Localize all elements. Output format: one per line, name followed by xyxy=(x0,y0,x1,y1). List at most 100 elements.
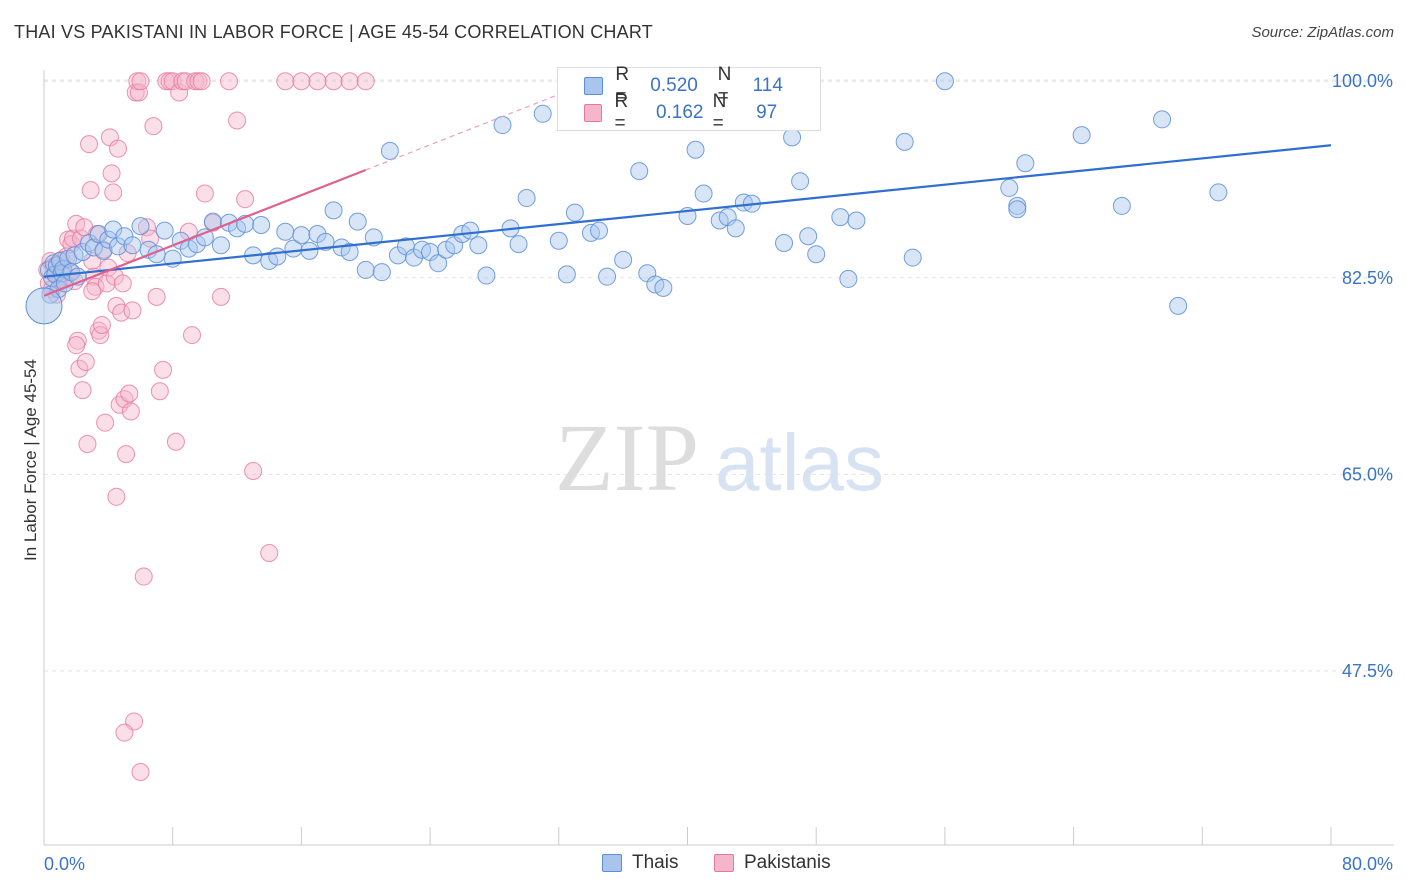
pakistani-point xyxy=(228,111,247,130)
thai-point xyxy=(831,208,850,227)
pakistani-point xyxy=(170,83,189,102)
pakistani-point xyxy=(70,359,89,378)
pakistani-point xyxy=(123,301,142,320)
pakistani-point xyxy=(76,353,95,372)
pakistani-point xyxy=(96,413,115,432)
bottom-legend-thai: Thais xyxy=(602,852,678,874)
pakistani-point xyxy=(83,251,102,270)
bottom-thai-swatch xyxy=(602,854,622,872)
correlation-legend: R = 0.520 N = 114 R = 0.162 N = 97 xyxy=(557,64,821,134)
thai-point xyxy=(469,236,488,255)
pakistani-point xyxy=(120,384,139,403)
thai-point xyxy=(284,239,303,258)
pakistani-swatch xyxy=(584,104,603,122)
thai-point xyxy=(1000,178,1019,197)
pakistani-point xyxy=(356,72,375,91)
watermark: ZIP atlas xyxy=(555,404,884,511)
thai-point xyxy=(461,221,480,240)
bottom-pakistani-label: Pakistanis xyxy=(744,852,831,873)
pakistani-point xyxy=(166,432,185,451)
thai-point xyxy=(493,116,512,135)
pakistani-point xyxy=(104,183,123,202)
pakistani-point xyxy=(324,72,343,91)
thai-point xyxy=(895,132,914,151)
thai-point xyxy=(783,128,802,147)
thai-points xyxy=(25,72,1228,325)
thai-point xyxy=(799,227,818,246)
pakistani-point xyxy=(129,83,148,102)
thai-point xyxy=(847,211,866,230)
thai-point xyxy=(131,217,150,236)
pakistani-point xyxy=(195,184,214,203)
thai-point xyxy=(509,235,528,254)
thai-r-label: R = xyxy=(615,64,630,107)
pakistani-point xyxy=(340,72,359,91)
pakistani-r-value: 0.162 xyxy=(655,102,704,123)
thai-point xyxy=(903,248,922,267)
thai-point xyxy=(598,267,617,286)
pakistani-point xyxy=(134,567,153,586)
thai-point xyxy=(1112,196,1131,215)
axes xyxy=(43,70,1394,846)
thai-point xyxy=(791,172,810,191)
pakistani-point xyxy=(244,461,263,480)
thai-cluster-bubble xyxy=(25,287,63,325)
x-min-label: 0.0% xyxy=(44,854,85,874)
trend-lines xyxy=(43,93,1332,297)
pakistani-point xyxy=(137,218,156,237)
bottom-thai-label: Thais xyxy=(632,852,679,873)
thai-point xyxy=(73,242,92,261)
thai-point xyxy=(477,266,496,285)
thai-point xyxy=(517,189,536,208)
thai-point xyxy=(89,224,108,243)
thai-point xyxy=(935,72,954,91)
thai-r-value: 0.520 xyxy=(650,75,698,96)
pakistani-point xyxy=(131,72,150,91)
thai-point xyxy=(694,184,713,203)
thai-point xyxy=(268,247,287,266)
pakistani-point xyxy=(131,762,150,781)
source-label: Source: ZipAtlas.com xyxy=(1251,24,1394,41)
pakistani-point xyxy=(67,336,86,355)
thai-point xyxy=(429,254,448,273)
pakistani-point xyxy=(112,303,131,322)
thai-point xyxy=(1016,154,1035,173)
thai-n-label: N = xyxy=(717,64,732,107)
pakistani-point xyxy=(81,181,100,200)
thai-point xyxy=(109,237,128,256)
thai-point xyxy=(614,250,633,269)
pakistani-point xyxy=(141,229,160,248)
thai-point xyxy=(252,216,271,234)
thai-point xyxy=(348,212,367,231)
y-tick-labels: 47.5% 65.0% 82.5% 100.0% xyxy=(1332,71,1393,681)
pakistani-point xyxy=(192,72,211,91)
y-tick-label: 65.0% xyxy=(1342,464,1393,484)
thai-point xyxy=(276,222,295,241)
thai-point xyxy=(340,242,359,261)
thai-point xyxy=(1169,296,1188,315)
y-tick-label: 47.5% xyxy=(1342,661,1393,681)
thai-point xyxy=(104,220,123,239)
pakistani-point xyxy=(102,164,121,183)
thai-trend-line xyxy=(43,144,1332,278)
thai-point xyxy=(1153,110,1172,129)
pakistani-point xyxy=(83,282,102,301)
pakistani-point xyxy=(121,402,140,421)
grid-lines xyxy=(44,79,1394,672)
pakistani-point xyxy=(163,72,182,91)
y-tick-label: 82.5% xyxy=(1342,268,1393,288)
legend-row-pakistani: R = 0.162 N = 97 xyxy=(584,91,820,134)
y-tick-label: 100.0% xyxy=(1332,71,1393,91)
thai-point xyxy=(94,241,113,260)
pakistani-point xyxy=(92,315,111,334)
thai-point xyxy=(356,260,375,279)
pakistani-point xyxy=(78,435,97,454)
pakistani-point xyxy=(73,381,92,400)
thai-point xyxy=(557,265,576,284)
bottom-pakistani-swatch xyxy=(714,854,734,872)
thai-point xyxy=(1072,126,1091,145)
pakistani-point xyxy=(80,135,99,154)
pakistani-point xyxy=(107,487,126,506)
pakistani-point xyxy=(183,326,202,345)
